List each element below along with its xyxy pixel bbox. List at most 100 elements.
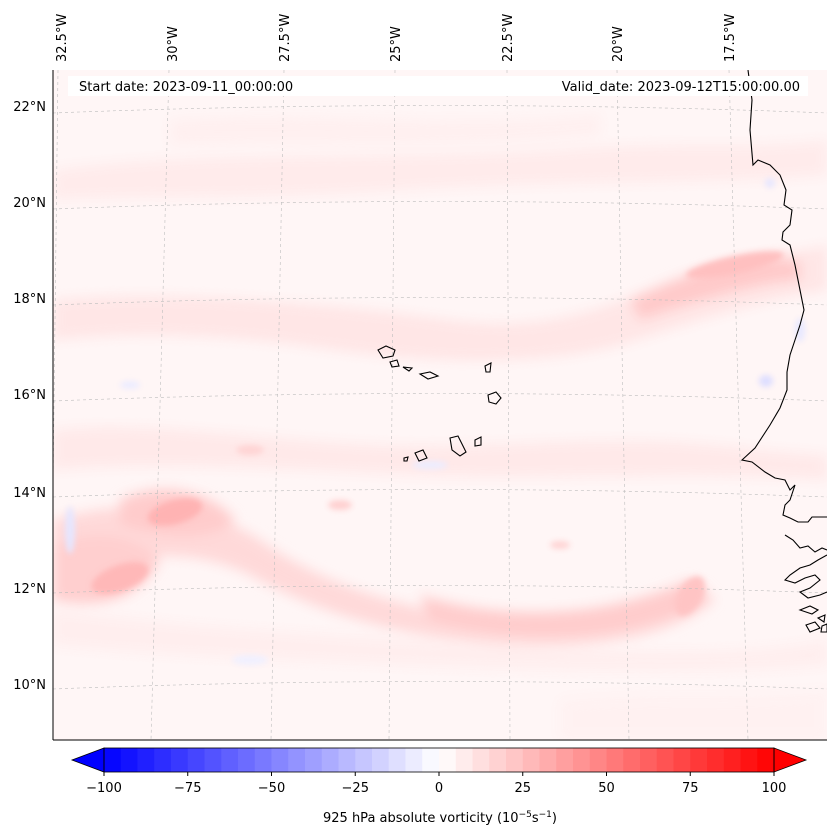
colorbar-tick-label: 25 (514, 781, 531, 796)
lat-label-22n: 22°N (13, 100, 46, 115)
fogo-island (414, 449, 428, 462)
colorbar-segment (740, 748, 758, 772)
colorbar-segment (305, 748, 323, 772)
lon-label-30w: 30°W (166, 26, 181, 62)
meridian-17-5w (728, 70, 749, 740)
colorbar-segment (204, 748, 222, 772)
start-date-label: Start date: 2023-09-11_00:00:00 (79, 80, 293, 95)
vorticity-cores (91, 251, 784, 616)
colorbar-max-extension (773, 747, 808, 773)
vorticity-field (53, 115, 827, 740)
africa-coastline (740, 70, 827, 523)
colorbar-segment (455, 748, 473, 772)
colorbar-segment (573, 748, 591, 772)
colorbar-segment (338, 748, 356, 772)
meridian-27-5w (270, 70, 285, 740)
colorbar-segment (489, 748, 507, 772)
lon-label-17-5w: 17.5°W (723, 14, 738, 62)
sao-vicente-island (389, 359, 400, 368)
colorbar-label: 925 hPa absolute vorticity (10−5s−1) (323, 810, 557, 826)
lat-label-10n: 10°N (13, 678, 46, 693)
lon-label-22-5w: 22.5°W (501, 14, 516, 62)
colorbar-segment (690, 748, 708, 772)
colorbar-tick-label: −100 (86, 781, 122, 796)
sao-nicolau-east (418, 371, 440, 380)
colorbar-tick-label: 0 (435, 781, 443, 796)
colorbar-segment (522, 748, 540, 772)
colorbar-segment (506, 748, 524, 772)
parallel-16n (53, 393, 827, 402)
santiago-island (449, 435, 467, 457)
longitude-labels: 32.5°W 30°W 27.5°W 25°W 22.5°W 20°W 17.5… (55, 14, 738, 62)
sal-island (484, 362, 492, 373)
lat-label-16n: 16°N (13, 388, 46, 403)
colorbar-segment (271, 748, 289, 772)
parallel-12n (53, 585, 827, 594)
colorbar-min-extension (70, 747, 105, 773)
colorbar-segment (539, 748, 557, 772)
sao-nicolau-island (402, 366, 414, 372)
parallel-14n (53, 489, 827, 498)
lat-label-20n: 20°N (13, 196, 46, 211)
colorbar-segment (757, 748, 775, 772)
santo-antao-island (377, 345, 396, 359)
colorbar-segment (589, 748, 607, 772)
parallel-22n (53, 105, 827, 114)
colorbar-segment (238, 748, 256, 772)
lat-label-14n: 14°N (13, 486, 46, 501)
meridian-25w (388, 70, 396, 740)
lat-label-18n: 18°N (13, 292, 46, 307)
date-info-background (68, 76, 808, 96)
colorbar-segment (388, 748, 406, 772)
senegal-coast-detail (784, 534, 827, 553)
colorbar-tick-label: −50 (258, 781, 285, 796)
coastlines (377, 70, 827, 633)
colorbar-segment (556, 748, 574, 772)
boa-vista-island (487, 391, 502, 405)
parallel-20n (53, 201, 827, 210)
colorbar-segment (606, 748, 624, 772)
colorbar-segment (707, 748, 725, 772)
colorbar-segment (104, 748, 122, 772)
lon-label-27-5w: 27.5°W (278, 14, 293, 62)
lon-label-32-5w: 32.5°W (55, 14, 70, 62)
colorbar-segment (472, 748, 490, 772)
colorbar-segment (254, 748, 272, 772)
guinea-bissau-coast (783, 554, 827, 599)
meridian-30w (150, 70, 170, 740)
colorbar-segment (723, 748, 741, 772)
colorbar-tick-label: −25 (342, 781, 369, 796)
lon-label-20w: 20°W (611, 26, 626, 62)
colorbar-segment (221, 748, 239, 772)
colorbar-segment (321, 748, 339, 772)
colorbar-segment (372, 748, 390, 772)
colorbar-segments (104, 748, 775, 772)
colorbar-segment (120, 748, 138, 772)
lon-label-25w: 25°W (389, 26, 404, 62)
colorbar-segment (656, 748, 674, 772)
vorticity-bands (53, 115, 827, 740)
colorbar-segment (154, 748, 172, 772)
valid-date-label: Valid_date: 2023-09-12T15:00:00.00 (562, 80, 800, 95)
bijagos-islands (798, 605, 827, 633)
maio-island (474, 436, 482, 447)
colorbar-segment (405, 748, 423, 772)
colorbar-tick-label: −75 (174, 781, 201, 796)
colorbar-segment (171, 748, 189, 772)
colorbar-tick-label: 100 (762, 781, 787, 796)
colorbar-segment (623, 748, 641, 772)
colorbar-segment (439, 748, 457, 772)
colorbar-segment (355, 748, 373, 772)
colorbar-segment (422, 748, 440, 772)
latitude-labels: 22°N 20°N 18°N 16°N 14°N 12°N 10°N (13, 100, 46, 693)
colorbar-ticks: −100 −75 −50 −25 0 25 50 75 100 (86, 772, 786, 796)
colorbar-segment (187, 748, 205, 772)
meridian-20w (616, 70, 630, 740)
colorbar-segment (640, 748, 658, 772)
parallel-10n (53, 681, 827, 690)
brava-island (403, 456, 409, 462)
meridian-22-5w (506, 70, 511, 740)
negative-vorticity-blobs (65, 178, 805, 665)
lat-label-12n: 12°N (13, 582, 46, 597)
